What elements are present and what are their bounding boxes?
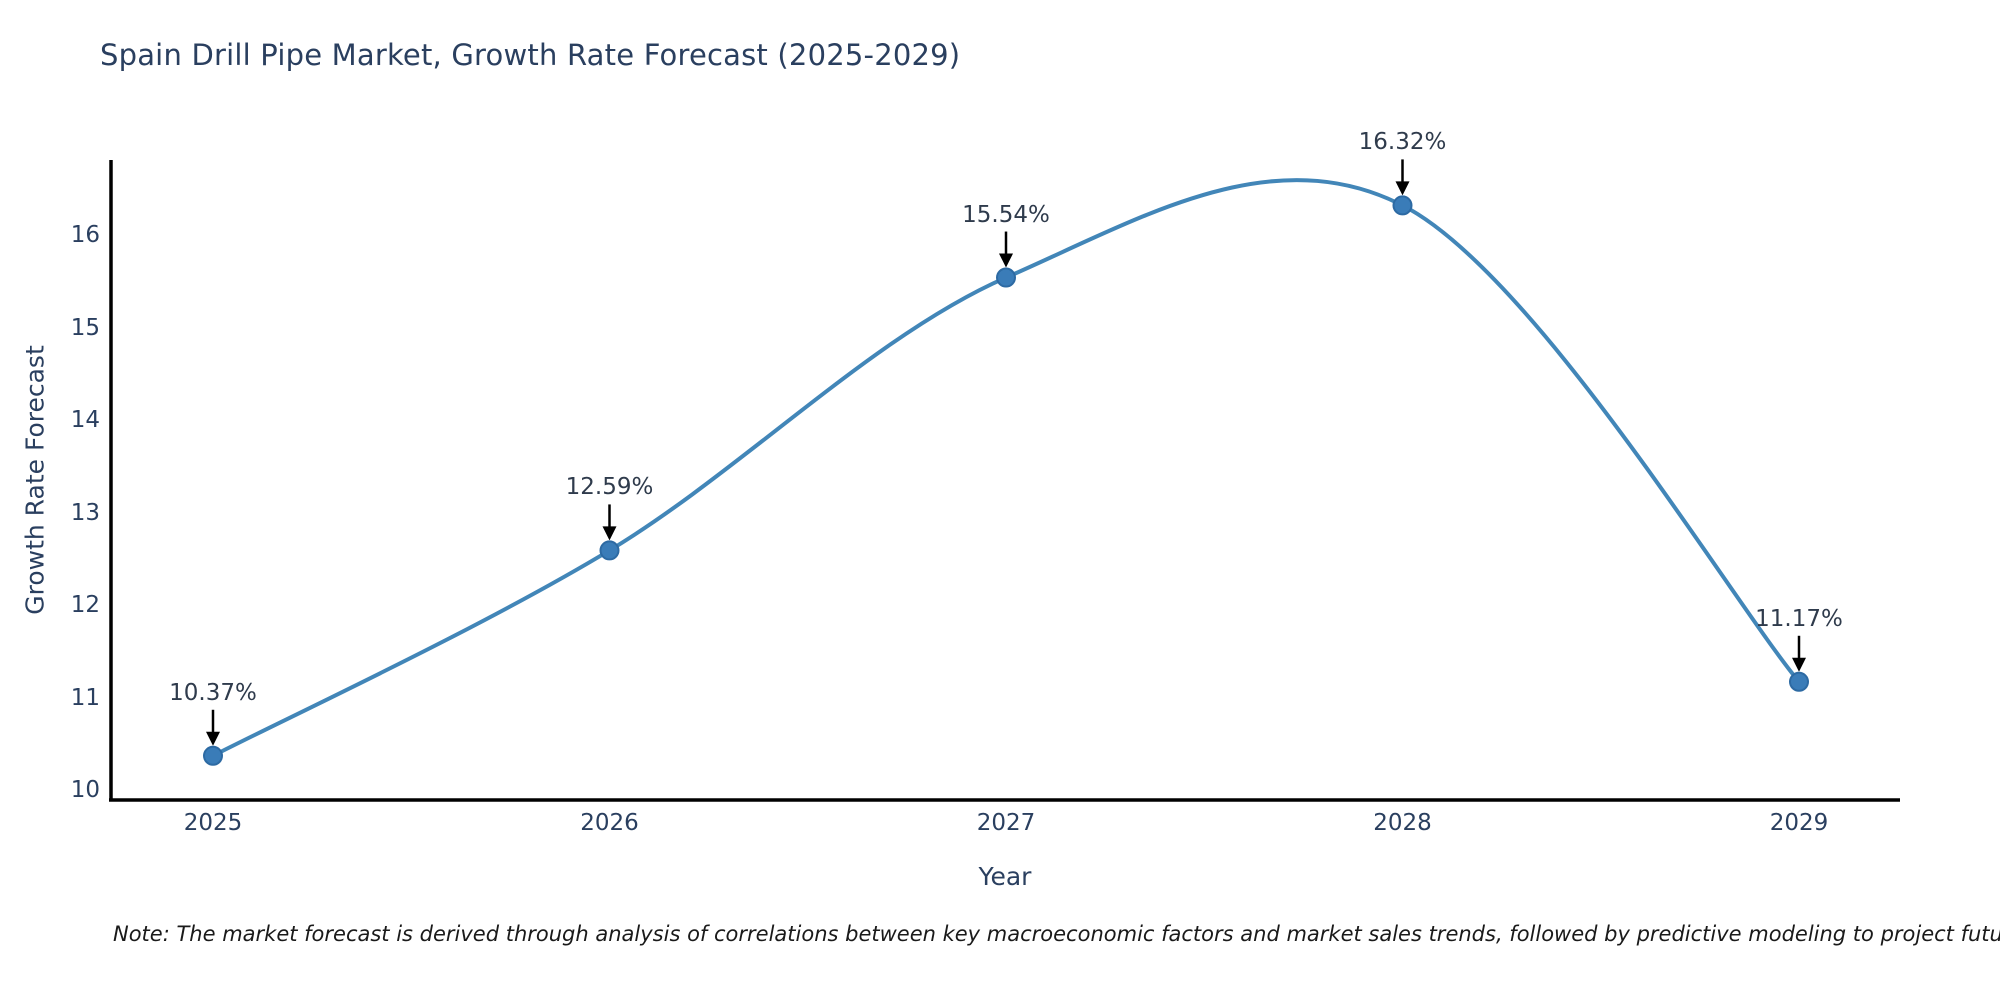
x-axis-title: Year bbox=[978, 862, 1032, 891]
point-value-annotation: 11.17% bbox=[1755, 605, 1843, 632]
annotation-arrow-head bbox=[602, 526, 617, 541]
point-value-annotation: 12.59% bbox=[565, 474, 654, 501]
point-value-annotation: 10.37% bbox=[169, 679, 257, 706]
chart-title: Spain Drill Pipe Market, Growth Rate For… bbox=[100, 38, 961, 72]
point-value-annotation: 16.32% bbox=[1358, 129, 1447, 156]
x-tick-label: 2026 bbox=[580, 810, 639, 836]
annotation-arrow-head bbox=[999, 253, 1013, 268]
x-tick-label: 2027 bbox=[976, 810, 1036, 836]
data-point-marker bbox=[1392, 195, 1413, 216]
y-tick-label: 16 bbox=[70, 222, 100, 248]
annotation-arrow-head bbox=[1792, 657, 1806, 672]
x-tick-label: 2029 bbox=[1769, 810, 1829, 836]
data-point-marker bbox=[599, 540, 620, 561]
annotation-arrow-head bbox=[1395, 181, 1410, 196]
x-tick-label: 2025 bbox=[183, 810, 243, 836]
data-point-marker bbox=[996, 267, 1016, 288]
y-tick-label: 15 bbox=[70, 314, 100, 341]
data-point-marker bbox=[1789, 671, 1809, 692]
forecast-line bbox=[212, 178, 1801, 758]
footnote: Note: The market forecast is derived thr… bbox=[113, 922, 2000, 946]
y-tick-label: 13 bbox=[70, 499, 100, 526]
data-point-marker bbox=[203, 745, 223, 766]
point-value-annotation: 15.54% bbox=[962, 201, 1050, 228]
y-tick-label: 14 bbox=[70, 407, 100, 433]
annotation-arrow-head bbox=[206, 731, 220, 746]
y-axis-title: Growth Rate Forecast bbox=[20, 345, 50, 615]
y-tick-label: 12 bbox=[70, 592, 100, 618]
x-tick-label: 2028 bbox=[1373, 810, 1432, 836]
y-tick-label: 11 bbox=[70, 684, 100, 711]
y-tick-label: 10 bbox=[70, 777, 100, 803]
